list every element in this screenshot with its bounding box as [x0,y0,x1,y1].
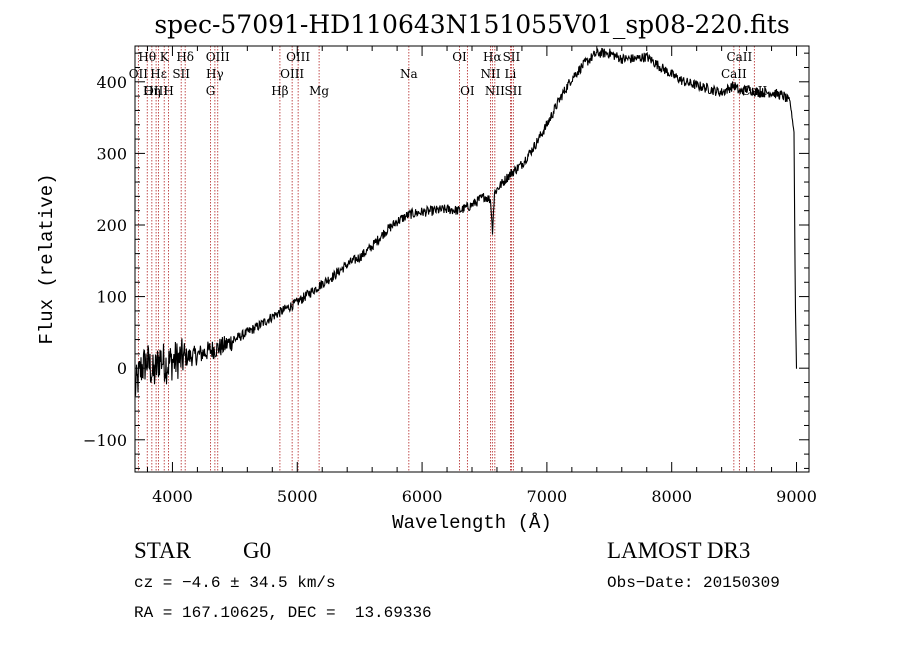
y-tick-label-0: −100 [83,431,127,450]
line-mark-label-13: OIII [280,67,304,81]
line-mark-label-23: NII [485,84,505,98]
spectral-line-markers [137,46,755,472]
y-tick-label-5: 400 [96,73,127,92]
x-axis-ticks: 4000 5000 6000 7000 8000 9000 [146,46,817,506]
line-mark-label-25: CaII [726,50,752,64]
obs-date: Obs−Date: 20150309 [607,574,780,592]
x-tick-label-3: 7000 [527,487,568,506]
plot-frame [134,45,810,473]
line-mark-label-11: G [206,84,216,98]
line-mark-label-24: SII [504,84,522,98]
line-mark-label-3: K [160,50,170,64]
spectrum-line [134,47,798,396]
line-mark-label-8: H [163,84,173,98]
x-tick-label-0: 4000 [152,487,193,506]
line-mark-label-1: OII [129,67,149,81]
line-mark-label-17: OI [452,50,467,64]
line-mark-label-19: Hα [483,50,502,64]
line-mark-label-15: Mg [309,84,329,98]
line-mark-label-20: SII [503,50,521,64]
x-tick-label-1: 5000 [277,487,318,506]
y-tick-label-2: 100 [96,288,127,307]
line-mark-label-18: OI [460,84,475,98]
y-tick-label-3: 200 [96,216,127,235]
line-mark-label-12: OIII [286,50,310,64]
line-mark-label-0: Hθ [138,50,156,64]
line-mark-label-14: Hβ [271,84,288,98]
line-mark-label-21: NII [480,67,500,81]
chart-title: spec-57091-HD110643N151055V01_sp08-220.f… [154,10,789,39]
y-axis-label: Flux (relative) [36,173,58,344]
coordinates: RA = 167.10625, DEC = 13.69336 [134,604,432,622]
survey-name: LAMOST DR3 [607,538,751,563]
line-mark-label-6: Hδ [176,50,194,64]
line-mark-label-2: OIII [144,84,168,98]
x-tick-label-4: 8000 [651,487,692,506]
line-mark-label-10: Hγ [206,67,224,81]
y-tick-label-4: 300 [96,144,127,163]
velocity-text: cz = −4.6 ± 34.5 km/s [134,574,336,592]
line-mark-label-5: Hη [143,84,161,98]
line-mark-label-7: SII [172,67,190,81]
line-mark-label-16: Na [400,67,418,81]
line-mark-label-9: OIII [206,50,230,64]
line-mark-label-4: Hε [150,67,167,81]
y-axis-ticks: −100 0 100 200 300 400 [83,52,809,469]
line-mark-label-26: CaII [721,67,747,81]
x-tick-label-2: 6000 [402,487,443,506]
object-class: STAR [134,538,191,563]
y-tick-label-1: 0 [117,359,127,378]
x-tick-label-5: 9000 [776,487,817,506]
line-mark-label-22: Li [505,67,517,81]
subclass: G0 [243,538,272,563]
x-axis-label: Wavelength (Å) [392,512,552,534]
